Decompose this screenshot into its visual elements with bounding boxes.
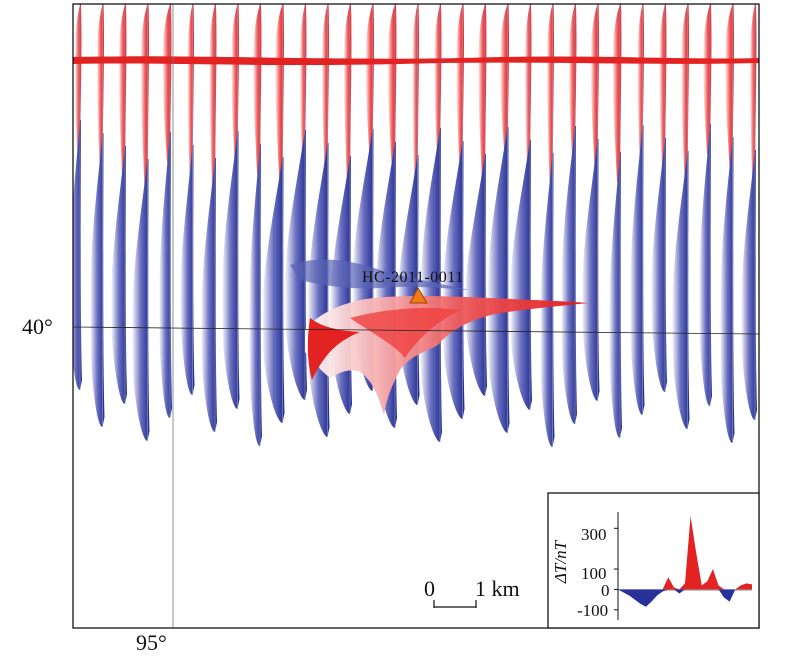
trace-positive-lobe	[387, 4, 397, 172]
trace-negative-lobe	[464, 154, 487, 396]
trace-positive-lobe	[499, 4, 509, 157]
inset-tick-label: 100	[581, 564, 607, 583]
trace-negative-lobe	[581, 139, 600, 401]
trace-negative-lobe	[609, 152, 622, 438]
trace-negative-lobe	[180, 145, 195, 395]
trace-positive-lobe	[253, 4, 262, 174]
trace-negative-lobe	[560, 126, 577, 424]
trace-negative-lobe	[650, 138, 667, 392]
inset-tick-label: -100	[577, 601, 609, 620]
trace-positive-lobe	[681, 4, 689, 181]
trace-positive-lobe	[209, 4, 217, 188]
trace-positive-lobe	[321, 4, 329, 173]
trace-negative-lobe	[200, 158, 217, 432]
trace-positive-lobe	[724, 4, 734, 167]
trace-positive-lobe	[96, 4, 104, 163]
trace-negative-lobe	[221, 131, 240, 409]
trace-negative-lobe	[110, 146, 127, 404]
scale-bar-zero-label: 0	[424, 576, 435, 601]
trace-positive-lobe	[456, 4, 464, 171]
trace-positive-lobe	[703, 4, 712, 154]
trace-positive-lobe	[162, 4, 172, 162]
trace-negative-lobe	[740, 150, 757, 420]
trace-negative-lobe	[540, 153, 555, 447]
trace-negative-lobe	[262, 157, 285, 423]
trace-negative-lobe	[90, 133, 105, 427]
main-positive-anomaly	[290, 259, 588, 415]
scale-bar	[433, 600, 477, 608]
inset-negative-area	[618, 589, 752, 607]
trace-negative-lobe	[699, 124, 712, 406]
trace-negative-lobe	[671, 151, 690, 429]
inset-tick-label: 300	[581, 525, 607, 544]
trace-positive-lobe	[546, 4, 554, 183]
trace-positive-lobe	[231, 4, 239, 161]
trace-positive-lobe	[478, 4, 487, 184]
latitude-label: 40°	[22, 314, 53, 339]
trace-negative-lobe	[249, 144, 262, 446]
scale-bar-length-label: 1 km	[475, 576, 520, 601]
trace-positive-lobe	[365, 4, 374, 159]
inset-ticks	[614, 527, 618, 611]
station-label: HC-2011-0011	[362, 269, 464, 286]
trace-positive-lobe	[659, 4, 667, 168]
station-triangle-icon	[409, 286, 428, 304]
trace-negative-lobe	[487, 127, 510, 433]
trace-negative-lobe	[630, 125, 645, 415]
trace-positive-lobe	[140, 4, 149, 189]
inset-profile-panel	[547, 492, 760, 629]
trace-positive-lobe	[612, 4, 622, 182]
anomaly-profile-traces	[73, 4, 757, 447]
trace-positive-lobe	[568, 4, 577, 156]
latitude-gridline	[73, 326, 759, 335]
trace-negative-lobe	[442, 141, 465, 419]
trace-negative-lobe	[159, 132, 172, 418]
trace-positive-lobe	[343, 4, 352, 186]
trace-positive-lobe	[590, 4, 599, 169]
top-stripe	[73, 56, 759, 65]
map-frame	[72, 3, 760, 629]
trace-negative-lobe	[131, 159, 150, 441]
longitude-label: 95°	[136, 630, 167, 655]
inset-ylabel: ΔT/nT	[551, 540, 571, 584]
trace-positive-lobe	[274, 4, 284, 187]
trace-negative-lobe	[307, 143, 330, 437]
trace-negative-lobe	[509, 140, 532, 410]
trace-negative-lobe	[720, 137, 735, 443]
trace-positive-lobe	[434, 4, 442, 158]
trace-positive-lobe	[118, 4, 127, 176]
inset-tick-label: 0	[601, 581, 610, 600]
